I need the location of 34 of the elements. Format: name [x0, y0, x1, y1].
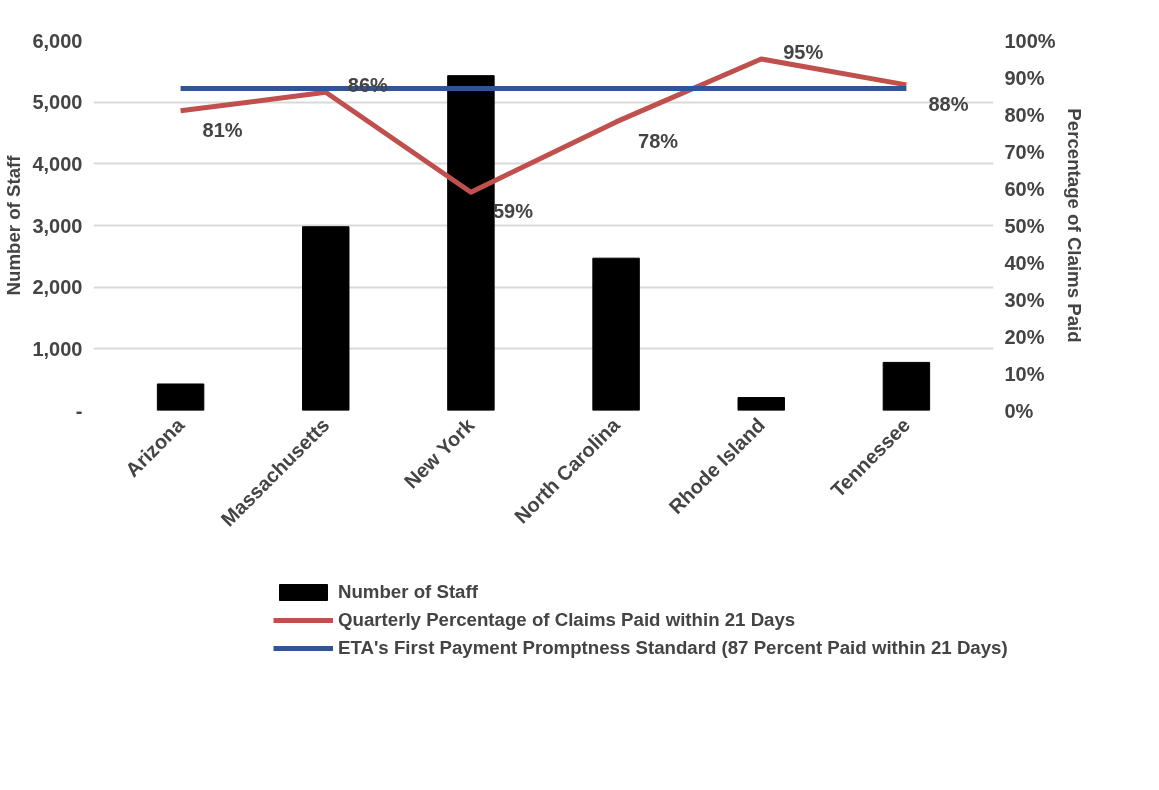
- y-axis-title: Number of Staff: [3, 154, 25, 296]
- y2-tick-label: 20%: [1004, 325, 1045, 348]
- y2-axis-title: Percentage of Claims Paid: [1063, 108, 1085, 343]
- y-tick-label: 6,000: [32, 29, 83, 52]
- bar: [592, 257, 640, 411]
- bar: [882, 361, 931, 411]
- y2-tick-label: 100%: [1004, 29, 1056, 52]
- y2-tick-label: 50%: [1004, 214, 1045, 237]
- y-tick-label: 4,000: [32, 152, 83, 175]
- y-tick-label: 5,000: [32, 91, 83, 114]
- bar: [156, 383, 205, 411]
- y-tick-label: 3,000: [32, 214, 83, 237]
- y-tick-label: 2,000: [32, 276, 83, 299]
- bar: [447, 75, 495, 411]
- data-label: 86%: [347, 74, 388, 97]
- bar: [302, 226, 350, 411]
- y2-tick-label: 40%: [1004, 251, 1045, 274]
- y2-tick-label: 90%: [1004, 66, 1045, 89]
- y2-tick-label: 70%: [1004, 140, 1045, 163]
- y-tick-label: -: [75, 399, 83, 422]
- data-label: 81%: [202, 118, 243, 141]
- data-label: 78%: [638, 129, 679, 152]
- y2-tick-label: 0%: [1004, 399, 1034, 422]
- legend-label: Quarterly Percentage of Claims Paid within 21 Days: [338, 609, 796, 631]
- y2-tick-label: 60%: [1004, 177, 1045, 200]
- data-label: 88%: [928, 92, 969, 115]
- bar: [737, 397, 785, 411]
- y2-tick-label: 10%: [1004, 362, 1045, 385]
- legend-label: Number of Staff: [338, 581, 478, 603]
- y2-tick-label: 30%: [1004, 288, 1045, 311]
- y2-tick-label: 80%: [1004, 103, 1045, 126]
- y-tick-label: 1,000: [32, 337, 83, 360]
- data-label: 95%: [783, 41, 824, 63]
- legend-label: ETA's First Payment Promptness Standard (87 Percent Paid within 21 Days): [338, 637, 1008, 659]
